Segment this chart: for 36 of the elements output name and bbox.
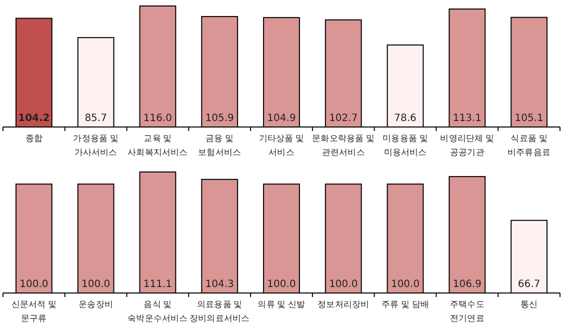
data-label: 100.0 [267, 279, 296, 290]
x-tick-label: 신문서적 및 문구류 [11, 300, 57, 324]
data-label: 106.9 [452, 279, 482, 290]
data-label: 111.1 [143, 279, 172, 290]
x-tick-label: 기타상품 및 서비스 [258, 134, 305, 158]
x-tick-label: 의료용품 및 장비의료서비스 [190, 300, 250, 324]
x-tick-label: 교육 및 사회복지서비스 [128, 134, 188, 158]
x-tick-label: 통신 [520, 300, 538, 310]
x-tick-label: 식료품 및 비주류음료 [508, 134, 551, 158]
x-tick-label: 음식 및 숙박운수서비스 [128, 300, 188, 324]
x-tick-label: 주류 및 담배 [381, 300, 430, 310]
data-label: 66.7 [518, 279, 540, 290]
data-label: 104.3 [205, 279, 234, 290]
data-label: 113.1 [452, 113, 482, 124]
data-label: 104.2 [18, 113, 50, 124]
x-tick-label: 주택수도 전기연료 [450, 300, 485, 324]
data-label: 100.0 [82, 279, 110, 290]
data-label: 100.0 [329, 279, 358, 290]
x-tick-label: 정보처리장비 [318, 300, 370, 310]
data-label: 104.9 [267, 113, 296, 124]
x-tick-label: 종합 [25, 134, 43, 144]
x-tick-label: 비영리단체 및 공공기관 [440, 134, 495, 158]
x-tick-label: 미용용품 및 미용서비스 [382, 134, 428, 158]
data-label: 78.6 [394, 113, 416, 124]
data-label: 116.0 [143, 113, 172, 124]
data-label: 100.0 [390, 279, 420, 290]
x-tick-label: 운송장비 [78, 300, 114, 310]
x-tick-label: 문화오락용품 및 관련서비스 [312, 134, 376, 158]
data-label: 102.7 [329, 113, 358, 124]
data-label: 100.0 [20, 279, 48, 290]
data-label: 105.1 [514, 113, 544, 124]
x-tick-label: 금융 및 보험서비스 [198, 134, 242, 158]
data-label: 105.9 [205, 113, 234, 124]
data-label: 85.7 [84, 113, 107, 124]
x-tick-label: 의류 및 신발 [258, 300, 306, 310]
x-tick-label: 가정용품 및 가사서비스 [73, 134, 119, 158]
